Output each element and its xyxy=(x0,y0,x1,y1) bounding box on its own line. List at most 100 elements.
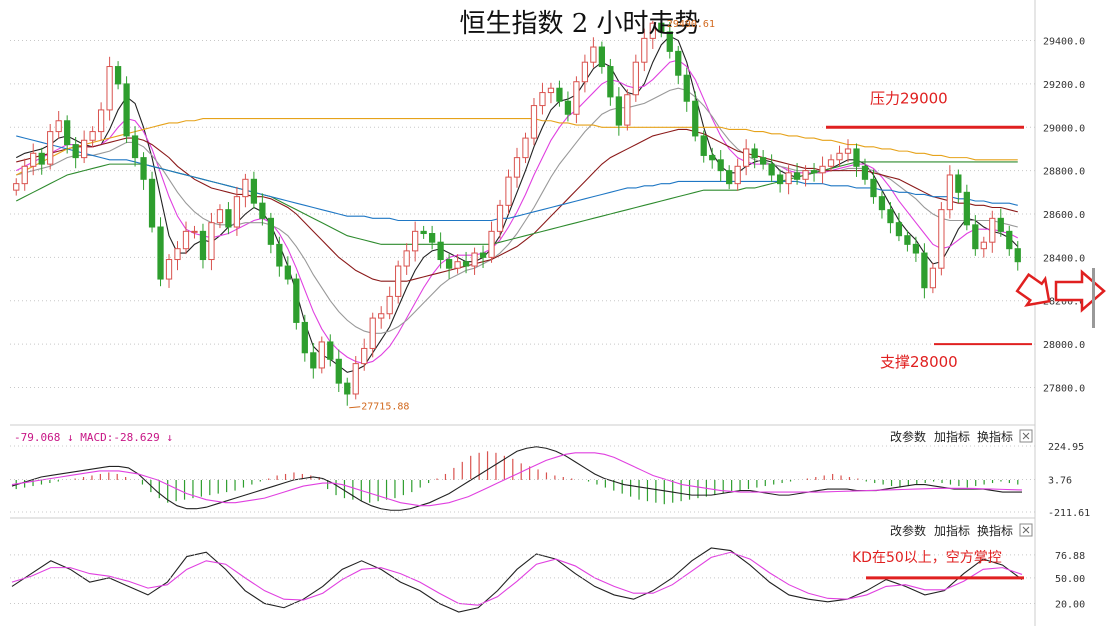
candle-body xyxy=(853,148,860,167)
edit-params-button[interactable]: 改参数 xyxy=(890,429,926,444)
chart-title: 恒生指数 2 小时走势 xyxy=(459,9,700,39)
candle-body xyxy=(318,341,325,369)
candle-body xyxy=(310,352,317,369)
candle-body xyxy=(938,209,945,269)
macd-histogram xyxy=(15,451,1019,505)
add-indicator-button[interactable]: 加指标 xyxy=(934,429,970,444)
close-icon xyxy=(1022,432,1030,440)
moving-average-line xyxy=(15,118,1018,176)
candle-body xyxy=(157,226,164,280)
resistance-label: 压力29000 xyxy=(870,89,948,107)
candle-body xyxy=(810,170,818,174)
kd-tick-label: 20.00 xyxy=(1055,599,1085,610)
moving-average-line xyxy=(15,35,1019,373)
candle-body xyxy=(89,131,96,141)
candle-body xyxy=(649,22,656,39)
candle-body xyxy=(615,96,622,126)
candle-body xyxy=(692,100,699,137)
y-tick-label: 28200.0 xyxy=(1043,297,1085,308)
edit-params-button[interactable]: 改参数 xyxy=(890,523,926,538)
candle-body xyxy=(301,321,308,354)
add-indicator-button[interactable]: 加指标 xyxy=(934,523,970,538)
macd-header: -79.068 ↓ MACD:-28.629 ↓ xyxy=(14,431,173,444)
candle-body xyxy=(624,94,631,126)
candle-body xyxy=(827,159,835,167)
candle-body xyxy=(861,165,869,180)
candle-body xyxy=(751,148,758,159)
candle-body xyxy=(776,174,784,185)
swap-indicator-button[interactable]: 换指标 xyxy=(977,523,1013,538)
candle-body xyxy=(242,178,249,198)
kd-tick-label: 76.88 xyxy=(1055,551,1085,562)
candle-body xyxy=(505,176,512,206)
candle-body xyxy=(437,241,444,261)
candle-body xyxy=(38,152,45,165)
candle-body xyxy=(522,137,529,159)
candle-body xyxy=(293,278,300,323)
candle-body xyxy=(972,224,979,250)
macd-lines xyxy=(11,446,1023,511)
candle-body xyxy=(997,217,1004,232)
candle-body xyxy=(276,243,283,267)
gridlines xyxy=(10,40,1035,388)
candle-body xyxy=(386,295,393,315)
candle-body xyxy=(1006,230,1013,250)
candle-body xyxy=(97,109,105,133)
macd-tick-label: 224.95 xyxy=(1048,442,1084,453)
candle-body xyxy=(539,92,546,107)
candlesticks xyxy=(13,15,1021,406)
candle-body xyxy=(963,191,970,226)
candle-body xyxy=(887,209,894,224)
candle-body xyxy=(598,46,606,68)
kd-tick-label: 50.00 xyxy=(1055,574,1085,585)
moving-average-line xyxy=(16,87,1018,334)
macd-line xyxy=(11,446,1022,511)
y-tick-label: 29400.0 xyxy=(1043,37,1085,48)
candle-body xyxy=(717,159,724,172)
candle-body xyxy=(428,233,436,243)
candle-body xyxy=(462,261,470,267)
macd-tick-label: -211.61 xyxy=(1048,508,1090,519)
candle-body xyxy=(802,170,809,180)
swap-indicator-button[interactable]: 换指标 xyxy=(977,429,1013,444)
kd-line xyxy=(11,551,1023,606)
kd-panel-buttons: 改参数 加指标 换指标 xyxy=(890,523,1033,538)
candle-body xyxy=(564,100,572,115)
candle-body xyxy=(140,157,147,180)
moving-average-line xyxy=(15,59,1019,365)
candle-body xyxy=(547,87,555,94)
candle-body xyxy=(225,209,232,228)
candle-body xyxy=(284,265,291,280)
high-label: 29490.61 xyxy=(667,19,715,30)
candle-body xyxy=(675,50,682,76)
candle-body xyxy=(878,196,886,211)
price-axis: 29400.0 29200.0 29000.0 28800.0 28600.0 28400… xyxy=(1043,37,1085,395)
candle-body xyxy=(72,144,79,159)
y-tick-label: 28600.0 xyxy=(1043,210,1085,221)
candle-body xyxy=(955,174,962,193)
candle-body xyxy=(760,157,767,165)
candle-body xyxy=(182,230,190,250)
candle-body xyxy=(199,230,207,261)
candle-body xyxy=(106,66,113,111)
candle-body xyxy=(658,22,665,33)
scrollbar[interactable] xyxy=(1092,268,1095,328)
candle-body xyxy=(208,222,215,261)
candle-body xyxy=(666,31,673,52)
candle-body xyxy=(607,66,614,98)
y-tick-label: 28800.0 xyxy=(1043,167,1085,178)
candle-body xyxy=(726,170,733,185)
candle-body xyxy=(21,165,28,185)
candle-body xyxy=(131,135,139,159)
low-label: 27715.88 xyxy=(361,402,409,413)
candle-body xyxy=(488,230,495,258)
macd-axis: 224.95 3.76 -211.61 xyxy=(10,442,1090,519)
candle-body xyxy=(734,165,741,185)
low-pointer xyxy=(349,406,361,409)
macd-panel-buttons: 改参数 加指标 换指标 xyxy=(890,429,1033,444)
candle-body xyxy=(47,131,54,165)
candle-body xyxy=(30,152,37,167)
candle-body xyxy=(165,259,173,280)
candle-body xyxy=(327,341,334,360)
